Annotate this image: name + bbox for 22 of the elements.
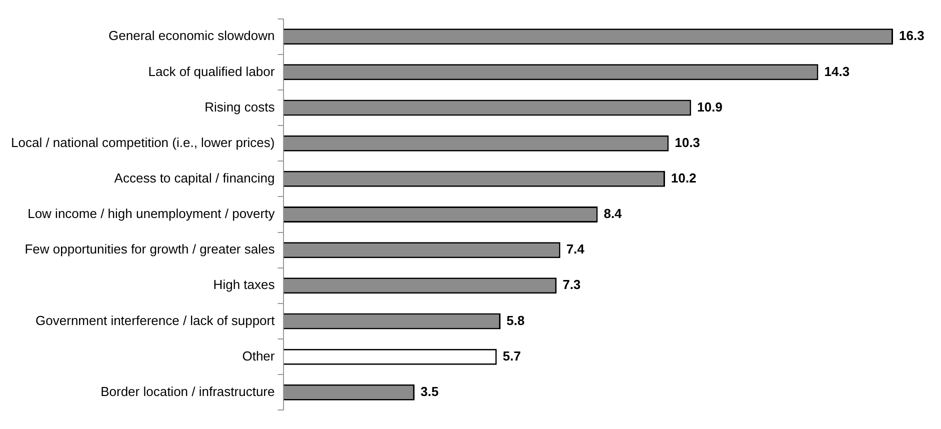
y-tick-label: High taxes <box>213 277 276 292</box>
y-tick-label: Local / national competition (i.e., lower prices) <box>11 134 275 150</box>
y-tick-label: Rising costs <box>204 99 276 114</box>
data-label: 5.8 <box>506 312 525 328</box>
y-tick-label: Low income / high unemployment / poverty <box>28 206 276 222</box>
data-label: 10.3 <box>674 134 700 150</box>
data-label: 3.5 <box>420 384 439 399</box>
data-label: 5.7 <box>502 348 521 364</box>
y-tick-label: General economic slowdown <box>108 28 275 44</box>
y-tick-label: Few opportunities for growth / greater sales <box>24 242 276 257</box>
y-tick-label: Access to capital / financing <box>114 170 275 186</box>
data-label: 7.3 <box>562 277 581 292</box>
y-tick-label: Border location / infrastructure <box>100 384 275 399</box>
y-tick-label: Government interference / lack of support <box>36 312 276 328</box>
data-label: 14.3 <box>824 64 850 79</box>
data-label: 8.4 <box>604 206 623 222</box>
data-label: 10.9 <box>697 99 722 114</box>
data-label: 10.2 <box>670 170 696 186</box>
data-label: 16.3 <box>899 28 924 44</box>
y-tick-label: Other <box>242 348 276 364</box>
y-tick-label: Lack of qualified labor <box>148 64 276 79</box>
data-label: 7.4 <box>566 242 586 257</box>
